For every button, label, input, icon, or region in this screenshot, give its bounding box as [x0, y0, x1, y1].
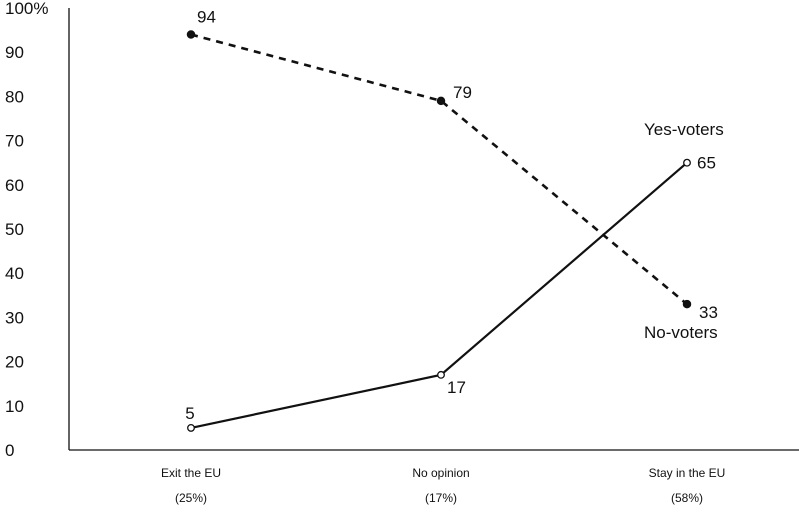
y-tick-label: 80 [5, 87, 24, 106]
x-category-share: (25%) [175, 491, 207, 505]
yes-voters-value-label: 17 [447, 378, 466, 397]
no-voters-point [682, 299, 692, 309]
y-tick-label: 70 [5, 132, 24, 151]
y-tick-label: 100% [5, 0, 48, 18]
x-category-label: No opinion [412, 466, 469, 480]
x-category-labels: Exit the EU (25%) No opinion (17%) Stay in t… [161, 466, 725, 505]
x-category-label: Stay in the EU [649, 466, 726, 480]
x-category-share: (58%) [671, 491, 703, 505]
no-voters-value-label: 79 [453, 83, 472, 102]
y-tick-label: 20 [5, 353, 24, 372]
yes-voters-value-label: 5 [185, 404, 194, 423]
yes-voters-line [190, 161, 688, 429]
y-tick-label: 50 [5, 220, 24, 239]
y-tick-label: 60 [5, 176, 24, 195]
no-voters-value-label: 94 [197, 8, 216, 27]
y-tick-label: 40 [5, 264, 24, 283]
no-voters-value-label: 33 [699, 303, 718, 322]
x-category-label: Exit the EU [161, 466, 221, 480]
y-tick-labels: 0 10 20 30 40 50 60 70 80 90 100% [5, 0, 48, 460]
yes-voters-point [437, 370, 445, 379]
no-voters-line [190, 33, 688, 306]
yes-voters-point [683, 158, 691, 167]
yes-voters-value-label: 65 [697, 154, 716, 173]
y-tick-label: 0 [5, 441, 14, 460]
yes-voters-series-label: Yes-voters [644, 120, 724, 139]
y-tick-label: 30 [5, 308, 24, 327]
axes [68, 8, 799, 451]
no-voters-point [436, 96, 446, 106]
no-voters-point [186, 30, 196, 39]
series-layer [186, 30, 692, 432]
y-tick-label: 90 [5, 43, 24, 62]
yes-voters-point [187, 423, 195, 432]
no-voters-series-label: No-voters [644, 323, 718, 342]
x-category-share: (17%) [425, 491, 457, 505]
y-tick-label: 10 [5, 397, 24, 416]
